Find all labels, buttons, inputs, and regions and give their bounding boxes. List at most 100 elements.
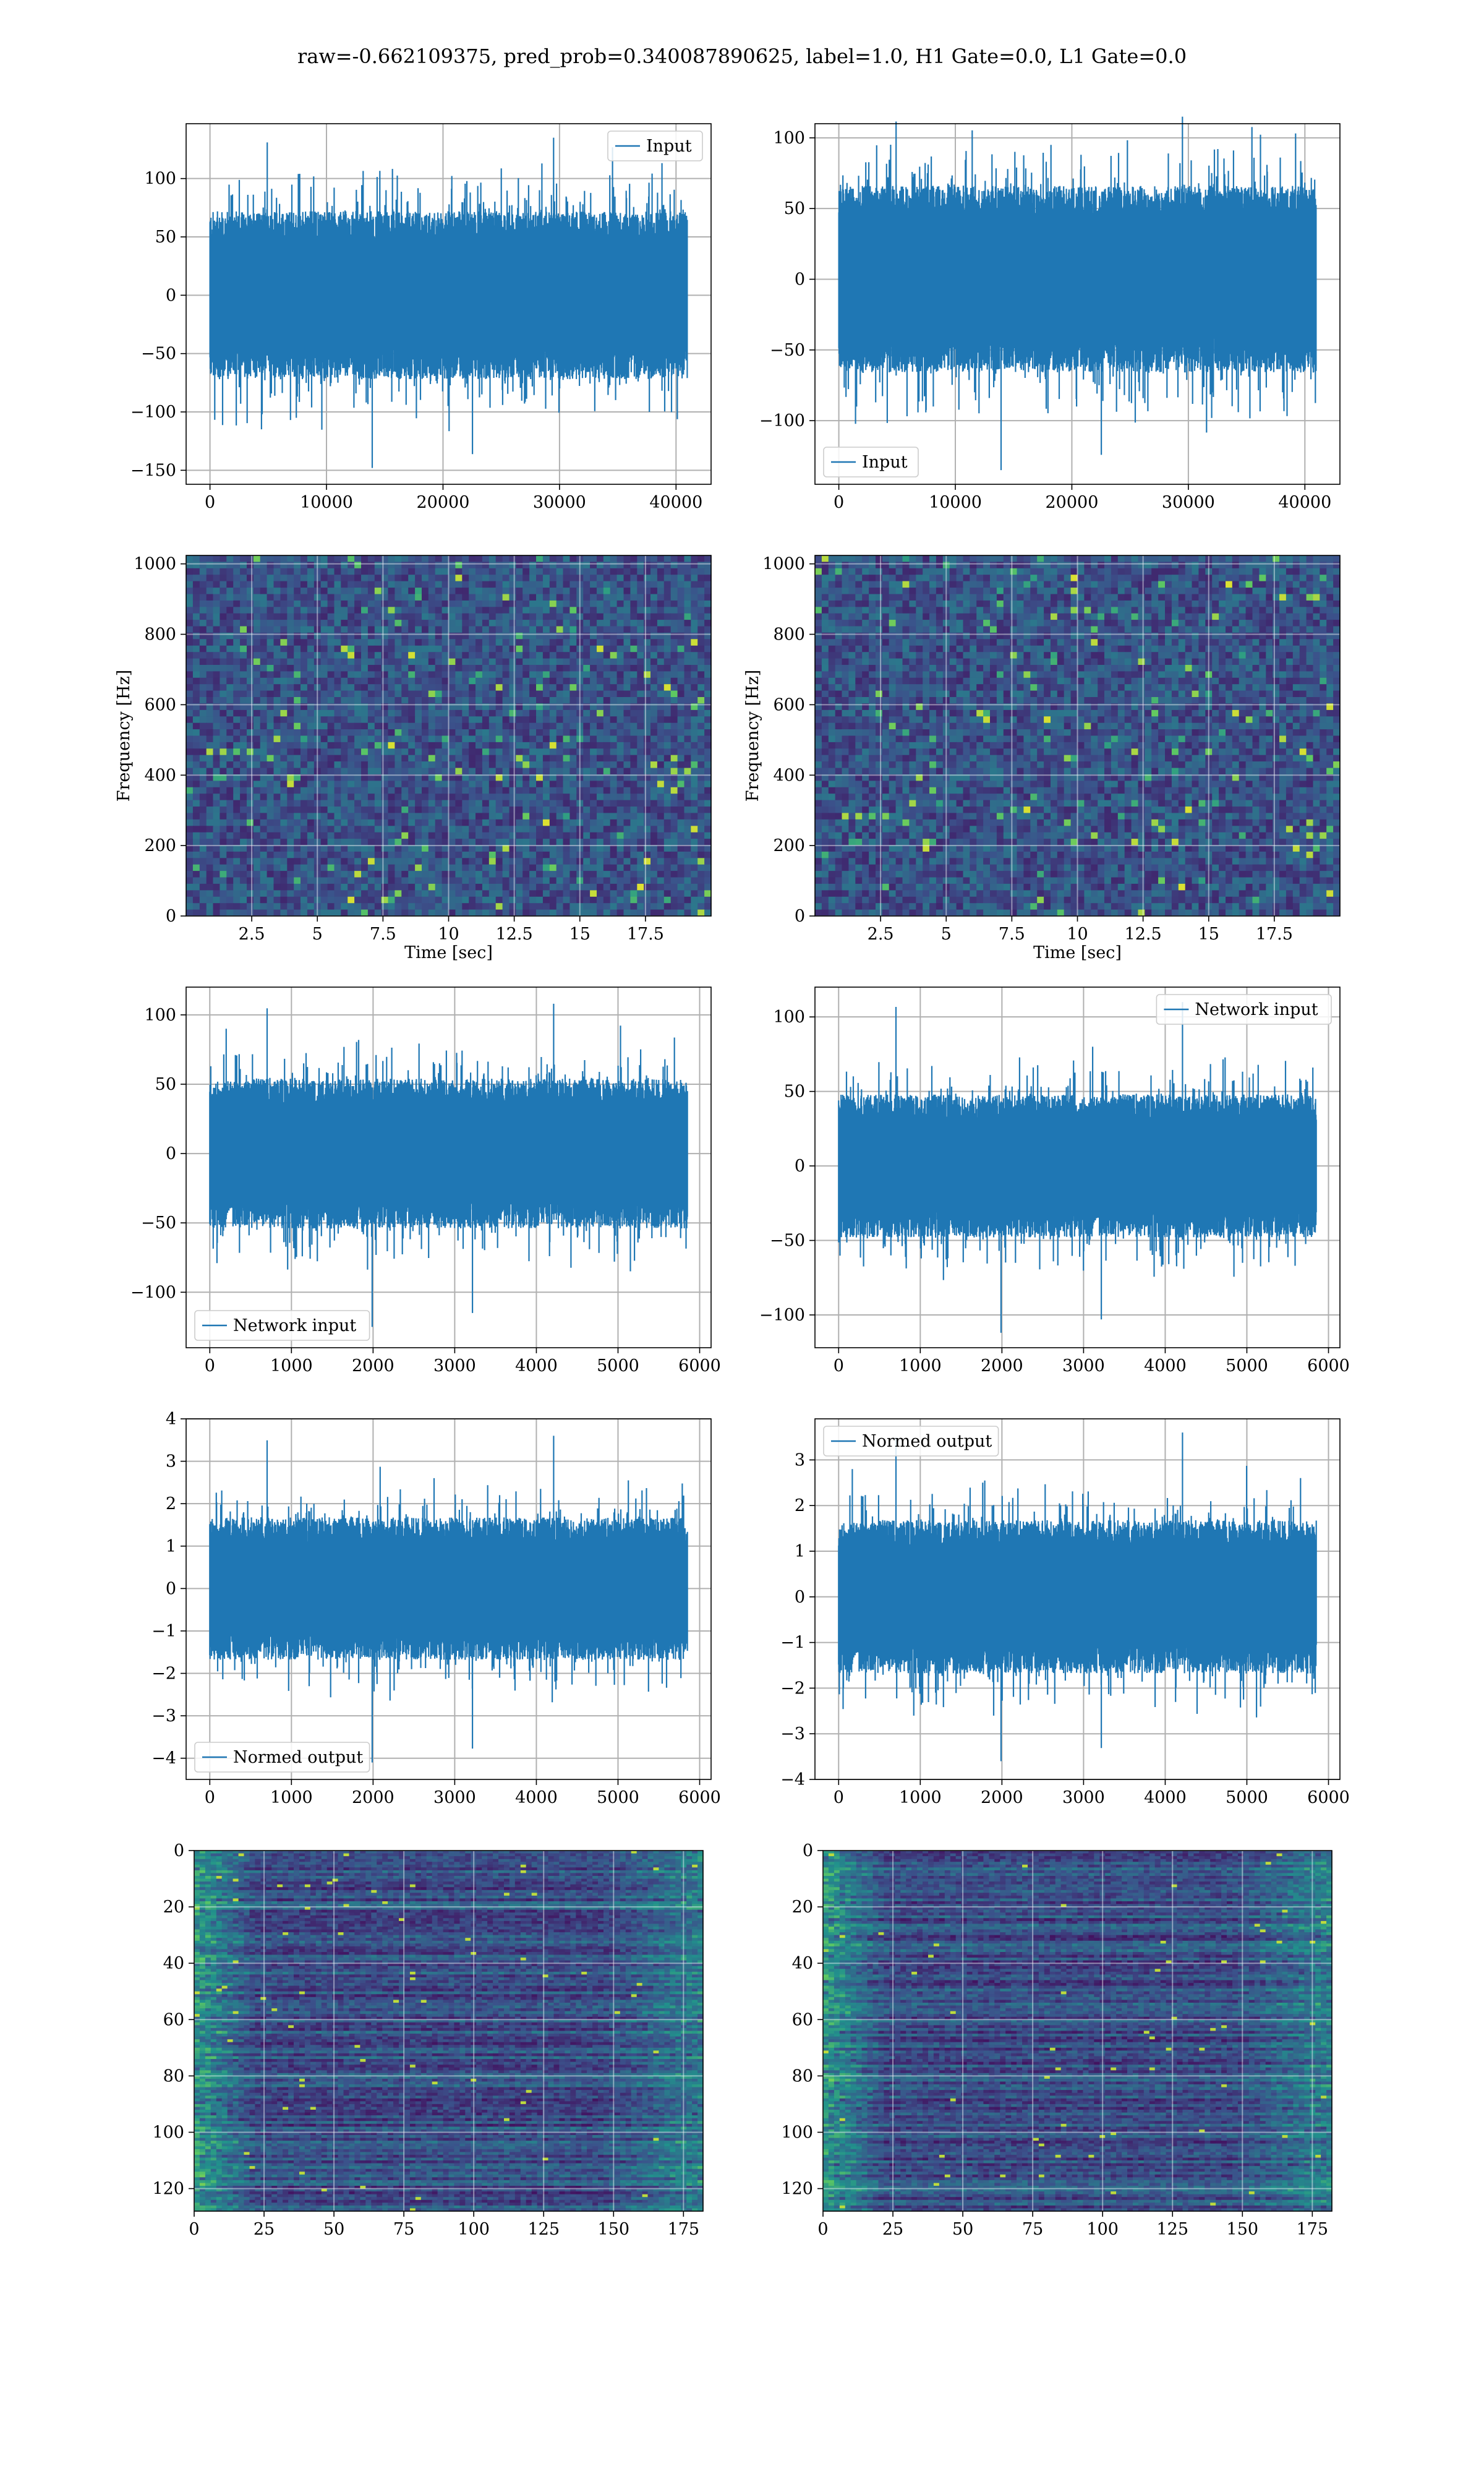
heatmap-cell xyxy=(247,601,254,607)
heatmap-cell xyxy=(361,723,369,730)
heatmap-cell xyxy=(664,729,672,736)
heatmap-cell xyxy=(583,748,591,755)
heatmap-cell xyxy=(401,601,409,607)
heatmap-cell xyxy=(503,768,510,775)
heatmap-cell xyxy=(254,890,261,897)
heatmap-cell xyxy=(637,761,644,768)
heatmap-cell xyxy=(550,639,557,646)
heatmap-cell xyxy=(354,742,362,749)
heatmap-cell xyxy=(496,748,503,755)
heatmap-cell xyxy=(522,710,530,717)
heatmap-cell xyxy=(207,742,214,749)
heatmap-cell xyxy=(287,781,294,787)
heatmap-cell xyxy=(916,562,923,568)
heatmap-cell xyxy=(983,588,991,594)
heatmap-cell xyxy=(267,659,275,666)
heatmap-cell xyxy=(435,659,443,666)
heatmap-cell xyxy=(260,845,268,852)
heatmap-cell xyxy=(556,614,564,620)
heatmap-cell xyxy=(429,627,436,633)
heatmap-cell xyxy=(489,691,497,698)
heatmap-cell xyxy=(704,601,712,607)
heatmap-cell xyxy=(368,742,375,749)
heatmap-cell xyxy=(671,729,678,736)
heatmap-cell xyxy=(563,697,571,704)
heatmap-cell xyxy=(516,813,523,820)
heatmap-cell xyxy=(1185,581,1193,588)
heatmap-cell xyxy=(597,736,604,743)
heatmap-cell xyxy=(254,742,261,749)
heatmap-cell xyxy=(193,729,200,736)
heatmap-cell xyxy=(583,807,591,813)
heatmap-cell xyxy=(301,607,308,614)
heatmap-cell xyxy=(522,852,530,858)
heatmap-cell xyxy=(469,575,476,581)
heatmap-cell xyxy=(691,781,698,787)
heatmap-cell xyxy=(200,865,207,871)
heatmap-cell xyxy=(274,865,281,871)
heatmap-cell xyxy=(274,607,281,614)
heatmap-cell xyxy=(307,787,315,794)
heatmap-cell xyxy=(328,742,335,749)
heatmap-cell xyxy=(630,562,638,568)
heatmap-cell xyxy=(335,678,342,685)
heatmap-cell xyxy=(260,678,268,685)
heatmap-cell xyxy=(657,742,665,749)
heatmap-cell xyxy=(603,768,611,775)
heatmap-cell xyxy=(1253,575,1260,581)
heatmap-cell xyxy=(328,852,335,858)
heatmap-cell xyxy=(489,614,497,620)
heatmap-cell xyxy=(617,710,625,717)
heatmap-cell xyxy=(556,897,564,904)
heatmap-cell xyxy=(482,839,490,845)
heatmap-cell xyxy=(348,639,355,646)
heatmap-cell xyxy=(1179,575,1186,581)
heatmap-cell xyxy=(603,723,611,730)
heatmap-cell xyxy=(569,684,577,691)
heatmap-cell xyxy=(361,890,369,897)
heatmap-cell xyxy=(855,594,863,601)
heatmap-cell xyxy=(610,627,618,633)
heatmap-cell xyxy=(415,716,422,723)
heatmap-cell xyxy=(678,607,685,614)
heatmap-cell xyxy=(213,678,221,685)
heatmap-cell xyxy=(503,568,510,575)
heatmap-cell xyxy=(260,671,268,678)
heatmap-cell xyxy=(671,562,678,568)
heatmap-cell xyxy=(267,858,275,865)
heatmap-cell xyxy=(226,845,234,852)
heatmap-cell xyxy=(287,588,294,594)
heatmap-cell xyxy=(650,736,658,743)
heatmap-cell xyxy=(375,897,382,904)
heatmap-cell xyxy=(496,787,503,794)
heatmap-cell xyxy=(1226,562,1233,568)
heatmap-cell xyxy=(1023,588,1031,594)
heatmap-cell xyxy=(650,768,658,775)
heatmap-cell xyxy=(240,729,247,736)
heatmap-cell xyxy=(543,581,550,588)
heatmap-cell xyxy=(254,562,261,568)
heatmap-cell xyxy=(583,627,591,633)
heatmap-cell xyxy=(341,594,348,601)
heatmap-cell xyxy=(207,858,214,865)
heatmap-cell xyxy=(274,871,281,878)
heatmap-cell xyxy=(697,878,705,884)
heatmap-cell xyxy=(354,555,362,562)
heatmap-cell xyxy=(503,858,510,865)
heatmap-cell xyxy=(294,588,301,594)
heatmap-cell xyxy=(267,768,275,775)
heatmap-cell xyxy=(186,852,194,858)
heatmap-cell xyxy=(1071,588,1078,594)
heatmap-cell xyxy=(401,691,409,698)
heatmap-cell xyxy=(684,813,692,820)
heatmap-cell xyxy=(624,614,631,620)
heatmap-cell xyxy=(301,665,308,672)
heatmap-cell xyxy=(475,736,483,743)
heatmap-cell xyxy=(287,555,294,562)
heatmap-cell xyxy=(1104,555,1112,562)
heatmap-cell xyxy=(691,903,698,910)
heatmap-cell xyxy=(394,716,402,723)
heatmap-cell xyxy=(422,684,429,691)
heatmap-cell xyxy=(684,807,692,813)
heatmap-cell xyxy=(610,742,618,749)
